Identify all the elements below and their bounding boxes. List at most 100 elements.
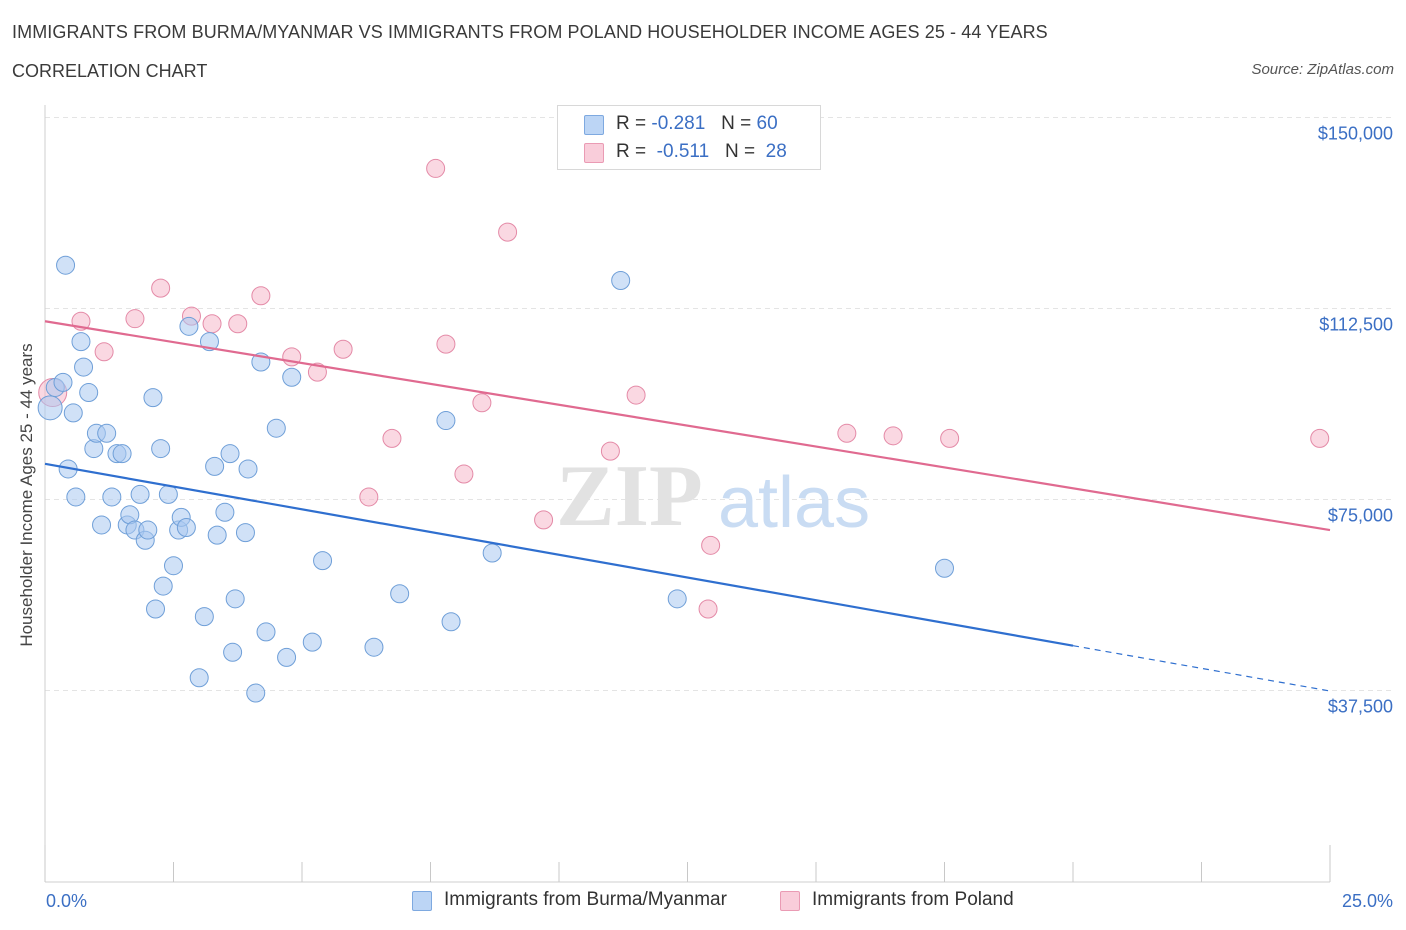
point-burma-11 xyxy=(92,515,112,535)
point-poland-2 xyxy=(94,342,114,362)
point-burma-59 xyxy=(63,403,83,423)
point-burma-39 xyxy=(223,642,243,662)
watermark-zip: ZIP xyxy=(556,448,703,545)
source-label: Source: ZipAtlas.com xyxy=(1251,61,1394,78)
point-burma-42 xyxy=(238,459,258,479)
point-burma-13 xyxy=(102,487,122,507)
point-burma-33 xyxy=(194,607,214,627)
point-poland-26 xyxy=(940,428,960,448)
point-poland-21 xyxy=(626,385,646,405)
watermark-atlas: atlas xyxy=(718,463,870,543)
point-burma-32 xyxy=(189,668,209,688)
point-burma-50 xyxy=(313,551,333,571)
point-burma-49 xyxy=(302,632,322,652)
point-burma-5 xyxy=(66,487,86,507)
point-poland-6 xyxy=(202,314,222,334)
point-burma-47 xyxy=(277,647,297,667)
point-burma-30 xyxy=(176,518,196,538)
point-burma-22 xyxy=(143,388,163,408)
y-tick-label-0: $150,000 xyxy=(1317,123,1393,143)
chart-title: IMMIGRANTS FROM BURMA/MYANMAR VS IMMIGRA… xyxy=(12,22,1048,42)
point-burma-41 xyxy=(235,523,255,543)
point-burma-56 xyxy=(611,270,631,290)
point-burma-7 xyxy=(74,357,94,377)
point-poland-16 xyxy=(454,464,474,484)
point-burma-26 xyxy=(158,484,178,504)
legend-r-label: R = xyxy=(616,141,647,162)
point-poland-24 xyxy=(837,423,857,443)
legend-n-value-burma: 60 xyxy=(756,113,778,134)
bottom-legend-label-burma: Immigrants from Burma/Myanmar xyxy=(444,889,727,910)
point-burma-24 xyxy=(151,439,171,459)
point-poland-10 xyxy=(307,362,327,382)
point-burma-58 xyxy=(935,558,954,578)
gridlines xyxy=(45,117,1392,691)
y-axis-label: Householder Income Ages 25 - 44 years xyxy=(17,343,36,647)
point-burma-36 xyxy=(207,525,227,545)
point-burma-27 xyxy=(164,556,183,576)
y-tick-label-1: $112,500 xyxy=(1319,314,1393,334)
point-burma-55 xyxy=(482,543,502,563)
point-poland-18 xyxy=(498,222,518,242)
legend-n-label: N = xyxy=(724,141,756,162)
point-poland-3 xyxy=(125,309,145,329)
point-burma-3 xyxy=(56,255,76,275)
point-poland-12 xyxy=(359,487,379,507)
chart-subtitle: CORRELATION CHART xyxy=(12,61,208,81)
y-tick-label-2: $75,000 xyxy=(1327,505,1393,525)
legend-r-value-poland: -0.511 xyxy=(656,141,710,162)
point-burma-48 xyxy=(282,367,302,387)
point-burma-54 xyxy=(441,612,461,632)
bottom-legend-swatch-burma xyxy=(412,891,432,911)
trendline-poland xyxy=(44,320,1331,532)
point-burma-43 xyxy=(246,683,266,703)
point-poland-11 xyxy=(333,339,353,359)
point-burma-51 xyxy=(364,637,384,657)
point-burma-2 xyxy=(53,372,73,392)
point-poland-19 xyxy=(534,510,554,530)
legend-r-label: R = xyxy=(616,113,647,134)
trendlines xyxy=(44,320,1331,692)
x-tick-label-min: 0.0% xyxy=(46,891,88,911)
point-poland-22 xyxy=(698,599,718,619)
point-poland-15 xyxy=(436,334,456,354)
legend-r-value-burma: -0.281 xyxy=(651,113,706,134)
x-tick-label-max: 25.0% xyxy=(1341,891,1393,911)
point-poland-13 xyxy=(382,428,402,448)
point-poland-8 xyxy=(251,286,271,306)
legend-n-value-poland: 28 xyxy=(765,141,787,162)
legend-swatch-burma xyxy=(584,115,604,135)
point-burma-52 xyxy=(390,584,410,604)
point-burma-12 xyxy=(97,423,117,443)
point-poland-17 xyxy=(472,393,492,413)
point-burma-6 xyxy=(71,332,91,352)
point-burma-37 xyxy=(215,502,235,522)
point-burma-8 xyxy=(79,383,99,403)
series-burma xyxy=(37,255,954,703)
point-poland-23 xyxy=(701,535,721,555)
point-burma-53 xyxy=(436,411,456,431)
point-burma-19 xyxy=(130,484,150,504)
point-burma-23 xyxy=(146,599,166,619)
point-burma-40 xyxy=(225,589,245,609)
series-poland xyxy=(38,158,1330,619)
point-burma-57 xyxy=(667,589,687,609)
trendline-burma-extension xyxy=(1072,645,1331,692)
point-poland-27 xyxy=(1310,428,1330,448)
point-poland-14 xyxy=(426,158,446,178)
y-tick-label-3: $37,500 xyxy=(1327,696,1393,716)
point-burma-34 xyxy=(199,332,219,352)
watermark: ZIP atlas xyxy=(556,448,870,545)
point-poland-20 xyxy=(600,441,620,461)
point-burma-25 xyxy=(153,576,173,596)
legend-n-label: N = xyxy=(721,113,752,134)
point-poland-4 xyxy=(151,278,171,298)
bottom-legend-swatch-poland xyxy=(780,891,800,911)
point-poland-25 xyxy=(883,426,903,446)
point-burma-45 xyxy=(256,622,276,642)
point-poland-7 xyxy=(228,314,248,334)
bottom-legend-label-poland: Immigrants from Poland xyxy=(812,889,1014,910)
point-burma-15 xyxy=(112,444,132,464)
point-burma-46 xyxy=(266,418,286,438)
